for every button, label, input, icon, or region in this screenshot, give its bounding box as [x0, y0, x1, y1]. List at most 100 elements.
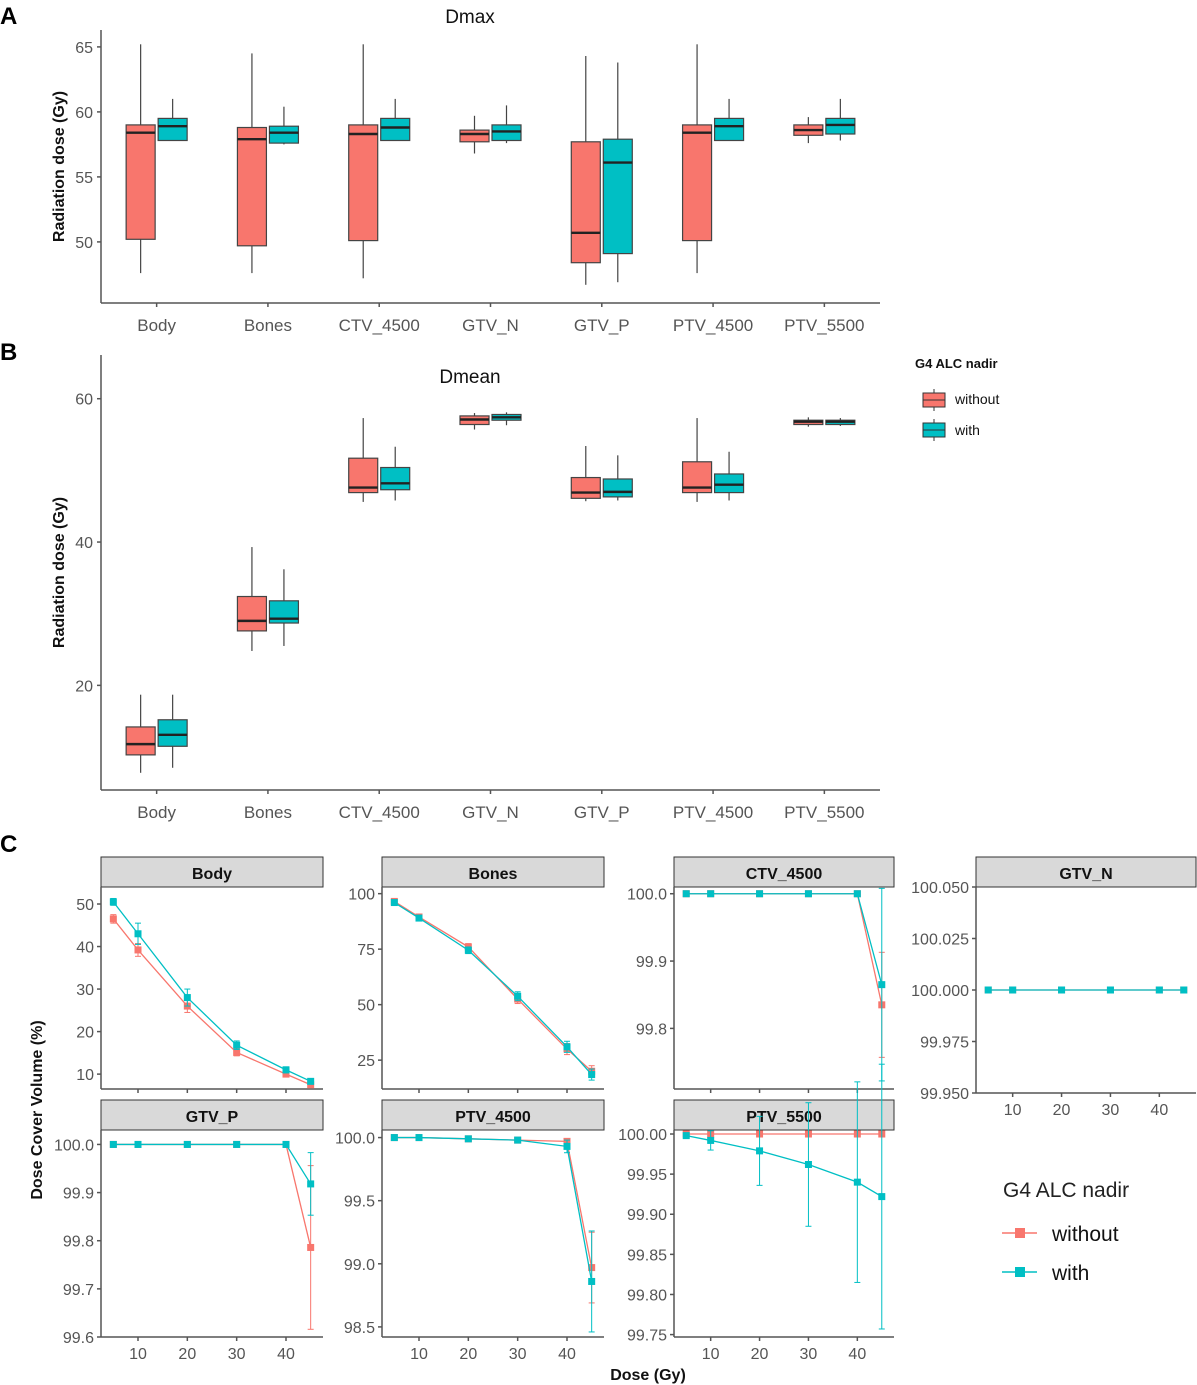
legend-large-with-label: with: [1051, 1262, 1089, 1285]
panel-letter-b: B: [0, 339, 17, 366]
data-point-with: [563, 1043, 571, 1051]
x-tick-label: 10: [1004, 1102, 1022, 1119]
y-tick-label: 65: [75, 40, 93, 57]
y-axis-label: Radiation dose (Gy): [51, 91, 68, 242]
data-point-with: [804, 1161, 812, 1168]
y-tick-label: 99.950: [920, 1086, 969, 1103]
facet-title: Body: [192, 866, 232, 883]
series-line-with: [113, 1143, 312, 1185]
data-point-with: [109, 1140, 117, 1148]
legend-small-without-label: without: [954, 391, 999, 407]
y-axis-label: Radiation dose (Gy): [51, 497, 68, 648]
dmean-boxplot: Dmean Radiation dose (Gy) 20 40 60 Body Bones C…: [51, 355, 880, 822]
y-tick-label: 99.8: [63, 1234, 94, 1251]
series-line-without: [686, 893, 883, 1005]
series-line-with: [393, 901, 593, 1076]
series-line-with: [394, 1136, 593, 1282]
x-tick-label-ptv-4500: PTV_4500: [673, 316, 753, 335]
series-line-without: [113, 1143, 312, 1248]
legend-large-with-marker: [1015, 1267, 1025, 1277]
series-line-without: [393, 900, 593, 1072]
y-tick-label: 20: [75, 678, 93, 695]
series-line-with: [112, 901, 311, 1082]
x-tick-label: 20: [178, 1346, 196, 1363]
x-tick-label-gtv-n: GTV_N: [462, 803, 519, 822]
facet-strip: [100, 1099, 324, 1131]
y-tick-label: 25: [357, 1053, 375, 1070]
series-line-with: [686, 893, 883, 985]
y-tick-label: 75: [357, 942, 375, 959]
box-without: [125, 124, 156, 240]
y-tick-label: 40: [75, 535, 93, 552]
y-tick-label: 50: [76, 897, 94, 914]
data-point-with: [707, 1136, 715, 1144]
facet-ctv-4500: CTV_4500 99.8 99.9 100.0: [627, 856, 895, 1093]
y-tick-label: 99.5: [344, 1194, 375, 1211]
y-tick-label: 60: [75, 105, 93, 122]
x-tick-label: 20: [751, 1346, 769, 1363]
x-tick-label-ptv-5500: PTV_5500: [784, 316, 864, 335]
data-point-with: [415, 914, 423, 922]
data-point-with: [390, 899, 398, 907]
x-tick-label-bones: Bones: [244, 803, 292, 822]
data-point-with: [878, 1193, 886, 1201]
data-point-with: [1009, 986, 1017, 994]
x-tick-label-body: Body: [137, 316, 176, 335]
facet-title: PTV_4500: [455, 1109, 531, 1126]
y-tick-label: 99.9: [63, 1186, 94, 1203]
box-with: [713, 473, 745, 494]
data-point-with: [282, 1140, 290, 1148]
y-tick-label: 60: [75, 392, 93, 409]
facet-strip: [381, 1099, 605, 1131]
data-point-with: [588, 1277, 596, 1285]
data-point-with: [984, 986, 992, 994]
data-point-with: [1058, 986, 1066, 994]
data-point-with: [282, 1066, 290, 1074]
box-without: [459, 129, 490, 143]
data-point-with: [563, 1142, 571, 1150]
x-tick-label: 30: [1102, 1102, 1120, 1119]
x-tick-label: 10: [702, 1346, 720, 1363]
y-tick-label: 99.90: [627, 1207, 667, 1224]
facet-title: CTV_4500: [746, 866, 823, 883]
x-tick-label: 40: [558, 1346, 576, 1363]
data-point-without: [134, 946, 142, 954]
box-with: [713, 117, 745, 142]
x-tick-label: 40: [848, 1346, 866, 1363]
data-point-with: [1106, 986, 1114, 994]
data-point-with: [804, 890, 812, 898]
data-point-without: [307, 1243, 315, 1251]
data-point-with: [514, 1136, 522, 1144]
y-tick-label: 55: [75, 170, 93, 187]
data-point-with: [1180, 986, 1188, 994]
data-point-with: [134, 930, 142, 938]
data-point-with: [682, 1132, 690, 1140]
data-point-with: [853, 1178, 861, 1186]
coverage-facets: Body 10 20 30 40 50 Bones 25 50 75 100 CTV_4500 99.8…: [54, 856, 1197, 1363]
facet-bones: Bones 25 50 75 100: [348, 856, 605, 1093]
y-tick-label: 30: [76, 982, 94, 999]
data-point-with: [109, 898, 117, 906]
data-point-with: [588, 1071, 596, 1079]
y-tick-label: 99.95: [627, 1167, 667, 1184]
x-tick-label: 30: [228, 1346, 246, 1363]
data-point-with: [415, 1134, 423, 1142]
y-tick-label: 99.975: [920, 1035, 969, 1052]
x-tick-label: 10: [410, 1346, 428, 1363]
y-tick-label: 99.0: [344, 1257, 375, 1274]
plot-title: Dmean: [439, 367, 500, 388]
panel-letter-c: C: [0, 831, 17, 858]
facet-strip: [975, 856, 1197, 888]
y-tick-label: 99.75: [627, 1328, 667, 1345]
legend-small-title: G4 ALC nadir: [915, 356, 998, 371]
x-tick-label-ptv-5500: PTV_5500: [784, 803, 864, 822]
x-tick-label: 20: [459, 1346, 477, 1363]
data-point-with: [183, 1140, 191, 1148]
y-tick-label: 100: [348, 887, 375, 904]
data-point-with: [183, 994, 191, 1002]
y-tick-label: 20: [76, 1025, 94, 1042]
legend-small-with-label: with: [954, 422, 980, 438]
facet-gtv-p: GTV_P 99.6 99.7 99.8 99.9 100.0 10 20 30 40: [54, 1099, 324, 1363]
data-point-with: [464, 946, 472, 954]
data-point-with: [464, 1135, 472, 1143]
